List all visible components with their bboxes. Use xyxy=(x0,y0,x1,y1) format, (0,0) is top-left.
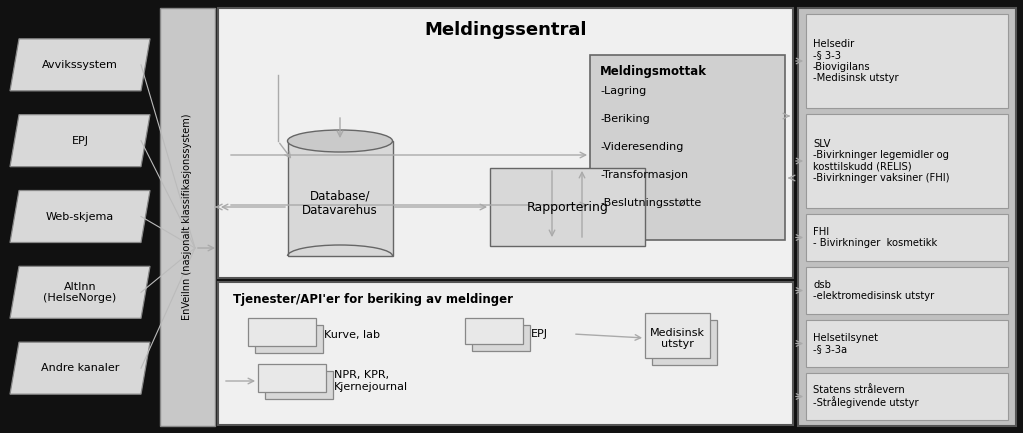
Bar xyxy=(248,318,316,346)
Text: Helsetilsynet
-§ 3-3a: Helsetilsynet -§ 3-3a xyxy=(813,333,878,354)
Bar xyxy=(160,8,215,426)
Text: Andre kanaler: Andre kanaler xyxy=(41,363,120,373)
Bar xyxy=(288,141,393,256)
Text: AltInn
(HelseNorge): AltInn (HelseNorge) xyxy=(43,281,117,303)
Text: Kurve, lab: Kurve, lab xyxy=(324,330,380,340)
Text: Tjenester/API'er for beriking av meldinger: Tjenester/API'er for beriking av melding… xyxy=(233,294,513,307)
Bar xyxy=(218,8,793,278)
Text: EPJ: EPJ xyxy=(72,136,89,145)
Bar xyxy=(806,214,1008,261)
Text: Rapportering: Rapportering xyxy=(527,200,609,213)
Ellipse shape xyxy=(287,130,393,152)
Text: Avvikssystem: Avvikssystem xyxy=(42,60,118,70)
Text: Meldingsmottak: Meldingsmottak xyxy=(601,65,707,78)
Text: dsb
-elektromedisinsk utstyr: dsb -elektromedisinsk utstyr xyxy=(813,280,934,301)
Bar xyxy=(798,8,1016,426)
Text: -Lagring: -Lagring xyxy=(601,86,647,96)
Bar xyxy=(806,320,1008,367)
Polygon shape xyxy=(10,39,150,91)
Polygon shape xyxy=(10,266,150,318)
Text: Web-skjema: Web-skjema xyxy=(46,211,115,222)
Bar xyxy=(465,318,523,344)
Text: -Videresending: -Videresending xyxy=(601,142,683,152)
Bar xyxy=(806,14,1008,108)
Text: EPJ: EPJ xyxy=(531,329,548,339)
Bar xyxy=(644,313,710,358)
Bar xyxy=(590,55,785,240)
Text: FHI
- Bivirkninger  kosmetikk: FHI - Bivirkninger kosmetikk xyxy=(813,227,937,248)
Bar xyxy=(265,371,333,399)
Text: NPR, KPR,
Kjernejournal: NPR, KPR, Kjernejournal xyxy=(333,370,408,392)
Text: -Beriking: -Beriking xyxy=(601,114,650,124)
Bar xyxy=(472,325,530,351)
Polygon shape xyxy=(10,115,150,167)
Bar xyxy=(806,114,1008,208)
Bar xyxy=(218,282,793,425)
Bar xyxy=(806,267,1008,314)
Bar xyxy=(490,168,644,246)
Polygon shape xyxy=(10,342,150,394)
Text: Statens strålevern
-Strålegivende utstyr: Statens strålevern -Strålegivende utstyr xyxy=(813,385,919,408)
Text: Database/
Datavarehus: Database/ Datavarehus xyxy=(302,190,377,217)
Text: SLV
-Bivirkninger legemidler og
kosttilskudd (RELIS)
-Bivirkninger vaksiner (FHI: SLV -Bivirkninger legemidler og kosttils… xyxy=(813,139,949,184)
Text: EnVeilnn (nasjonalt klassifikasjonssystem): EnVeilnn (nasjonalt klassifikasjonssyste… xyxy=(182,114,192,320)
Text: Medisinsk
utstyr: Medisinsk utstyr xyxy=(650,328,705,349)
Polygon shape xyxy=(10,191,150,242)
Text: -Beslutningsstøtte: -Beslutningsstøtte xyxy=(601,198,701,208)
Text: Meldingssentral: Meldingssentral xyxy=(425,21,587,39)
Bar xyxy=(806,373,1008,420)
Text: -Transformasjon: -Transformasjon xyxy=(601,170,688,180)
Bar xyxy=(258,364,326,392)
Bar xyxy=(255,325,323,353)
Text: Helsedir
-§ 3-3
-Biovigilans
-Medisinsk utstyr: Helsedir -§ 3-3 -Biovigilans -Medisinsk … xyxy=(813,39,898,84)
Bar xyxy=(652,320,717,365)
